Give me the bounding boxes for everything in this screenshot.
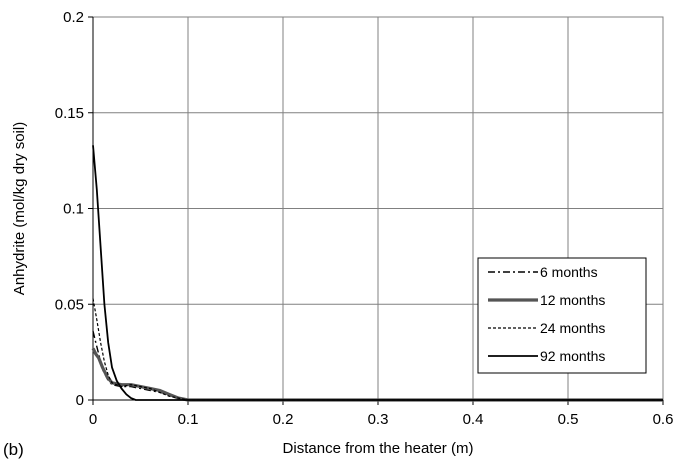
y-tick-label: 0 — [76, 392, 84, 409]
legend-label: 24 months — [540, 320, 605, 336]
x-tick-label: 0 — [89, 411, 97, 428]
tick-labels: 0 0.1 0.2 0.3 0.4 0.5 0.6 0 0.05 0.1 0.15 0.2 — [55, 9, 674, 428]
y-axis-label: Anhydrite (mol/kg dry soil) — [11, 122, 28, 295]
y-tick-label: 0.1 — [63, 201, 84, 218]
legend-label: 12 months — [540, 292, 605, 308]
x-tick-label: 0.1 — [178, 411, 199, 428]
series-lines — [91, 145, 663, 402]
series-line-92-months — [92, 145, 663, 401]
series-line-24-months — [92, 298, 663, 401]
x-tick-label: 0.6 — [653, 411, 674, 428]
y-tick-label: 0.15 — [55, 105, 84, 122]
legend-box — [477, 257, 647, 374]
y-tick-label: 0.05 — [55, 296, 84, 313]
x-tick-label: 0.5 — [558, 411, 579, 428]
y-tick-label: 0.2 — [63, 9, 84, 26]
legend-label: 6 months — [540, 264, 598, 280]
panel-label: (b) — [3, 440, 24, 459]
x-axis-label: Distance from the heater (m) — [283, 440, 474, 457]
legend-label: 92 months — [540, 348, 605, 364]
x-tick-label: 0.2 — [273, 411, 294, 428]
legend: 6 months 12 months 24 months 92 months — [477, 257, 647, 374]
x-tick-label: 0.4 — [463, 411, 484, 428]
x-tick-label: 0.3 — [368, 411, 389, 428]
